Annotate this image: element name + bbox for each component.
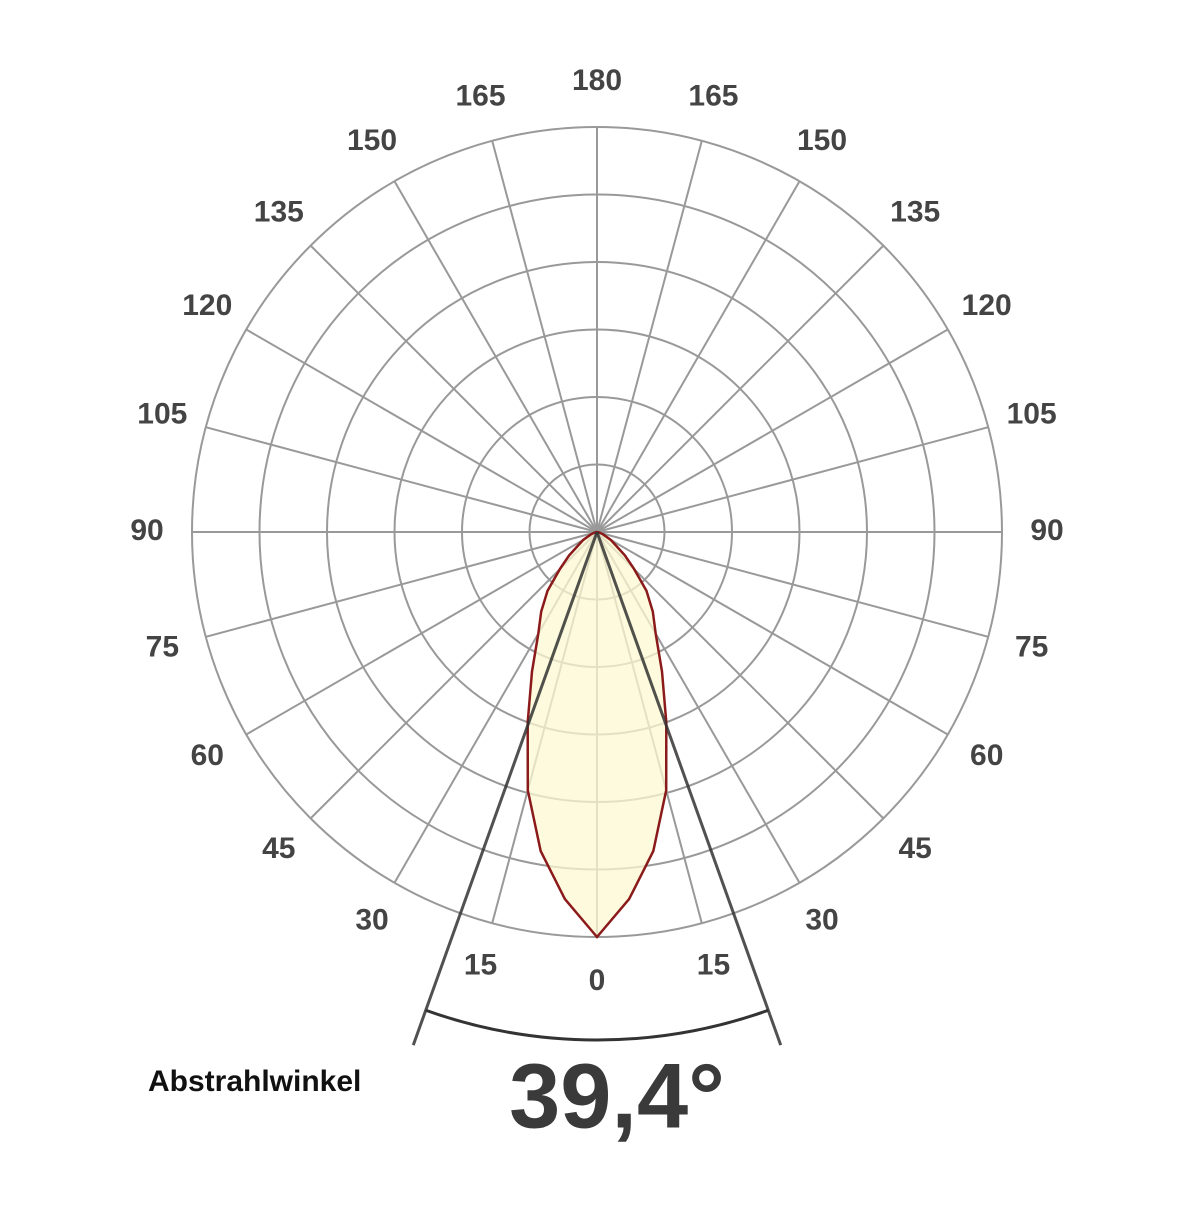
angle-tick-label: 165 <box>456 79 506 112</box>
beam-arc <box>425 1008 769 1042</box>
grid-spoke <box>245 328 598 533</box>
grid-spoke <box>393 180 598 533</box>
grid-spoke <box>596 180 801 533</box>
beam-caption: Abstrahlwinkel <box>148 1065 361 1098</box>
grid-spoke <box>596 531 989 638</box>
angle-tick-label: 75 <box>1015 630 1048 663</box>
beam-angle-label: 39,4° <box>509 1045 725 1147</box>
grid-spoke <box>205 531 598 638</box>
angle-tick-label: 180 <box>572 64 622 97</box>
angle-tick-label: 150 <box>797 124 847 157</box>
angle-tick-label: 120 <box>182 289 232 322</box>
grid-spoke <box>596 531 949 736</box>
angle-tick-label: 165 <box>688 79 738 112</box>
angle-tick-label: 60 <box>191 739 224 772</box>
angle-tick-label: 135 <box>890 196 940 229</box>
angle-tick-label: 30 <box>805 904 838 937</box>
angle-tick-label: 30 <box>355 904 388 937</box>
angle-tick-label: 75 <box>146 630 179 663</box>
angle-tick-label: 60 <box>970 739 1003 772</box>
angle-tick-label: 135 <box>254 196 304 229</box>
grid-spoke <box>491 140 598 533</box>
angle-tick-label: 150 <box>347 124 397 157</box>
grid-spoke <box>596 328 949 533</box>
grid-spoke <box>596 426 989 533</box>
angle-tick-label: 105 <box>1007 397 1057 430</box>
grid-spoke <box>596 244 885 533</box>
grid-spoke <box>596 531 885 820</box>
grid-spoke <box>245 531 598 736</box>
grid-spoke <box>309 244 598 533</box>
angle-tick-label: 45 <box>262 832 295 865</box>
angle-tick-label: 105 <box>137 397 187 430</box>
angle-tick-label: 0 <box>589 964 606 997</box>
beam-line <box>595 531 783 1046</box>
angle-tick-label: 45 <box>899 832 932 865</box>
grid-spoke <box>205 426 598 533</box>
grid-spoke <box>309 531 598 820</box>
angle-tick-label: 120 <box>962 289 1012 322</box>
angle-tick-label: 90 <box>130 514 163 547</box>
intensity-curve <box>526 530 668 939</box>
beam-line <box>411 531 599 1046</box>
angle-tick-label: 15 <box>464 949 497 982</box>
angle-tick-label: 90 <box>1030 514 1063 547</box>
angle-tick-label: 15 <box>697 949 730 982</box>
grid-spoke <box>596 140 703 533</box>
